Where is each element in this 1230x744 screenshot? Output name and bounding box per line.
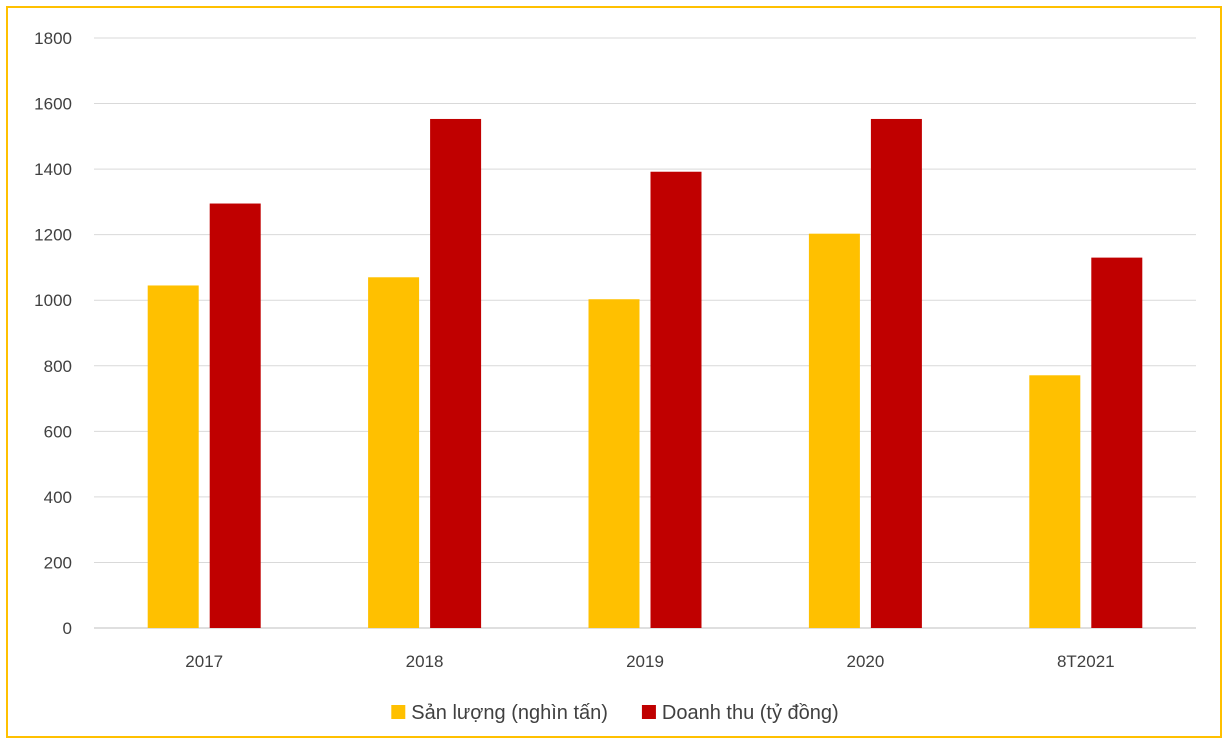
legend-label: Doanh thu (tỷ đồng)	[662, 702, 839, 724]
bar-san-luong-2017	[147, 285, 199, 628]
bar-san-luong-8T2021	[1029, 375, 1081, 628]
x-tick-label: 8T2021	[1057, 652, 1115, 671]
y-tick-label: 0	[63, 619, 72, 638]
y-tick-label: 1200	[34, 226, 72, 245]
y-tick-label: 1400	[34, 160, 72, 179]
y-axis-ticks: 0 200 400 600 800 1000 1200 1400 1600 1800	[34, 29, 72, 638]
y-tick-label: 1000	[34, 291, 72, 310]
y-tick-label: 200	[44, 553, 72, 572]
bar-doanh-thu-8T2021	[1091, 257, 1143, 628]
x-tick-label: 2017	[185, 652, 223, 671]
legend-label: Sản lượng (nghìn tấn)	[411, 702, 608, 724]
legend: Sản lượng (nghìn tấn) Doanh thu (tỷ đồng)	[391, 702, 839, 724]
bar-doanh-thu-2017	[209, 203, 261, 628]
x-tick-label: 2018	[406, 652, 444, 671]
y-tick-label: 1600	[34, 95, 72, 114]
x-axis-ticks: 2017 2018 2019 2020 8T2021	[185, 652, 1114, 671]
legend-swatch-0	[391, 705, 406, 719]
bar-doanh-thu-2019	[650, 171, 702, 628]
y-tick-label: 400	[44, 488, 72, 507]
gridlines	[94, 37, 1196, 629]
x-tick-label: 2020	[846, 652, 884, 671]
bar-doanh-thu-2020	[870, 118, 922, 628]
bar-san-luong-2020	[808, 233, 860, 628]
y-tick-label: 600	[44, 422, 72, 441]
bar-san-luong-2018	[368, 277, 420, 628]
y-tick-label: 800	[44, 357, 72, 376]
legend-swatch-1	[641, 705, 656, 719]
bar-san-luong-2019	[588, 299, 640, 628]
y-tick-label: 1800	[34, 29, 72, 48]
bar-doanh-thu-2018	[430, 118, 482, 628]
x-tick-label: 2019	[626, 652, 664, 671]
bars	[147, 118, 1143, 628]
